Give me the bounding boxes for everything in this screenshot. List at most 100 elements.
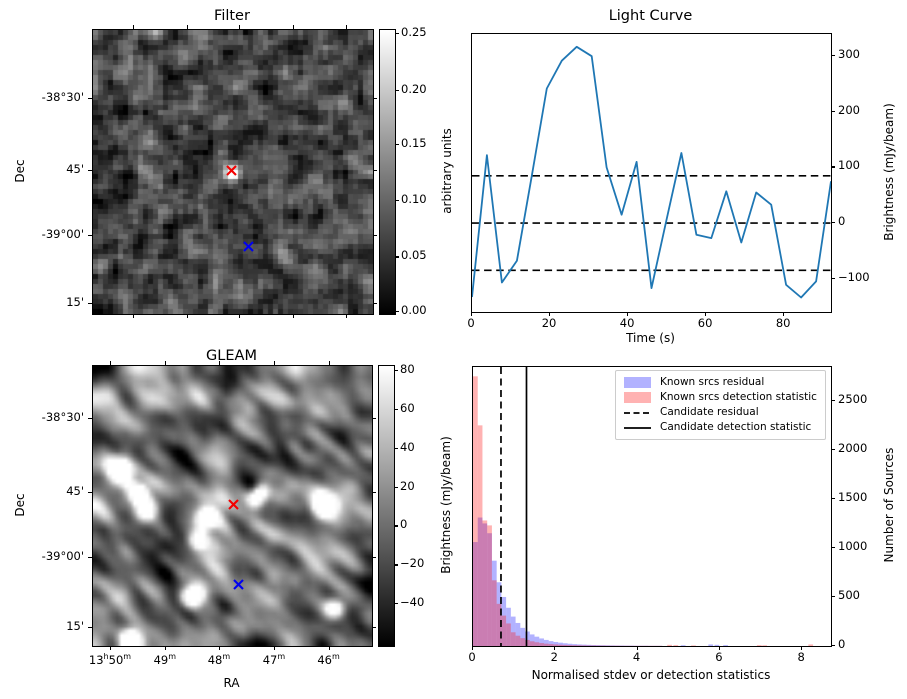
gleam-colorbar-tick-label: 80 [400,362,415,377]
hist-bar-residual [520,627,526,646]
histogram-y-tick-label: 1500 [838,489,868,504]
gleam-ra-tick [109,646,112,650]
filter-ra-tick [186,314,188,318]
legend-row: Known srcs detection statistic [624,390,817,405]
histogram-x-tick [718,646,721,650]
lightcurve-y-tick-label: 0 [838,214,846,229]
filter-ra-tick [132,314,134,318]
gleam-title: GLEAM [206,348,257,364]
histogram-y-tick [831,497,835,500]
gleam-colorbar-tick [394,408,398,411]
hist-tail-bar [762,645,768,646]
lightcurve-x-tick [783,312,785,316]
filter-dec-tick-label: -38°30' [41,89,84,104]
lightcurve-x-tick-label: 0 [467,316,475,330]
lightcurve-ylabel: Brightness (mJy/beam) [882,103,896,241]
histogram-xlabel: Normalised stdev or detection statistics [531,668,771,682]
lightcurve-y-tick-label: 200 [838,102,860,117]
filter-colorbar-tick [395,311,399,313]
hist-bar-detstat [543,643,549,646]
histogram-x-tick-label: 6 [715,650,723,664]
lightcurve-y-tick-label: 100 [838,158,860,173]
hist-tail-bar [708,644,714,646]
histogram-x-tick-label: 8 [797,650,805,664]
gleam-colorbar-tick-label: 60 [400,400,415,415]
hist-bar-detstat [558,644,563,646]
gleam-colorbar-tick-label: −40 [400,595,425,609]
hist-bar-detstat [572,645,578,646]
hist-bar-detstat [529,641,535,646]
hist-bar-residual [600,645,606,646]
gleam-ra-tick [218,361,221,365]
hist-bar-detstat [539,643,544,646]
lightcurve-y-tick [831,110,835,113]
hist-tail-bar [808,644,814,646]
hist-bar-detstat [548,644,554,646]
filter-colorbar-tick [395,256,399,258]
legend-line-sample [624,426,651,429]
filter-dec-tick [373,97,377,99]
lightcurve-y-tick-label: 300 [838,47,860,62]
histogram-y-tick-label: 500 [838,587,860,602]
hist-bar-residual [510,616,516,646]
filter-dec-tick-label: 45' [66,162,84,176]
hist-bar-residual [553,641,559,646]
hist-bar-residual [477,517,483,646]
gleam-ra-tick [328,361,330,365]
legend-label: Known srcs residual [660,376,765,389]
lightcurve-y-tick [831,166,835,168]
gleam-colorbar-tick-label: −20 [400,556,425,571]
hist-bar-detstat [534,642,540,646]
hist-bar-detstat [473,376,478,646]
hist-bar-detstat [567,645,573,646]
hist-bar-residual [487,533,492,646]
filter-ra-tick [132,25,134,29]
lightcurve-x-tick [705,312,707,316]
hist-bar-residual [567,643,573,646]
histogram-x-tick [636,646,638,650]
filter-colorbar-tick [395,143,399,145]
gleam-dec-tick [372,556,376,558]
legend-swatch-detstat [624,392,651,403]
comparison-x-marker [233,579,245,591]
filter-colorbar-label: arbitrary units [440,128,454,214]
lightcurve-x-tick [627,312,629,316]
lightcurve-y-tick [831,222,835,224]
hist-bar-detstat [487,525,492,646]
gleam-ra-tick-label: 49m [153,652,177,667]
histogram-x-tick [554,646,556,650]
hist-tail-bar [691,645,696,646]
hist-bar-detstat [520,638,526,646]
gleam-colorbar [378,365,395,647]
gleam-ra-tick-label: 46m [317,652,340,667]
gleam-dec-tick [88,491,92,493]
hist-bar-residual [558,642,563,646]
hist-tail-bar [680,645,686,646]
gleam-colorbar-tick [394,525,398,527]
hist-bar-residual [491,560,497,646]
hist-bar-detstat [482,520,488,646]
lightcurve-x-tick-label: 80 [775,316,791,330]
hist-bar-detstat [562,644,568,646]
gleam-ra-tick [164,646,166,650]
histogram-x-tick [801,646,803,650]
hist-bar-residual [562,643,568,646]
gleam-colorbar-tick [394,603,398,605]
histogram-x-tick [472,646,474,650]
histogram-x-tick-label: 0 [468,650,476,664]
histogram-y-tick [831,546,835,549]
gleam-ra-tick-label: 48m [207,652,231,667]
lightcurve-axes [471,33,832,313]
hist-bar-residual [529,634,535,646]
candidate-x-marker [225,165,237,177]
filter-dec-tick-label: 15' [66,294,84,309]
lightcurve-x-tick [549,312,551,316]
legend-swatch-residual [624,377,651,388]
hist-bar-detstat [525,639,530,646]
filter-image-axes [92,29,374,315]
filter-dec-tick [373,170,377,172]
gleam-colorbar-tick-label: 20 [400,478,415,493]
legend-row: Known srcs residual [624,375,817,390]
hist-bar-residual [473,542,478,646]
gleam-colorbar-tick [394,486,398,488]
